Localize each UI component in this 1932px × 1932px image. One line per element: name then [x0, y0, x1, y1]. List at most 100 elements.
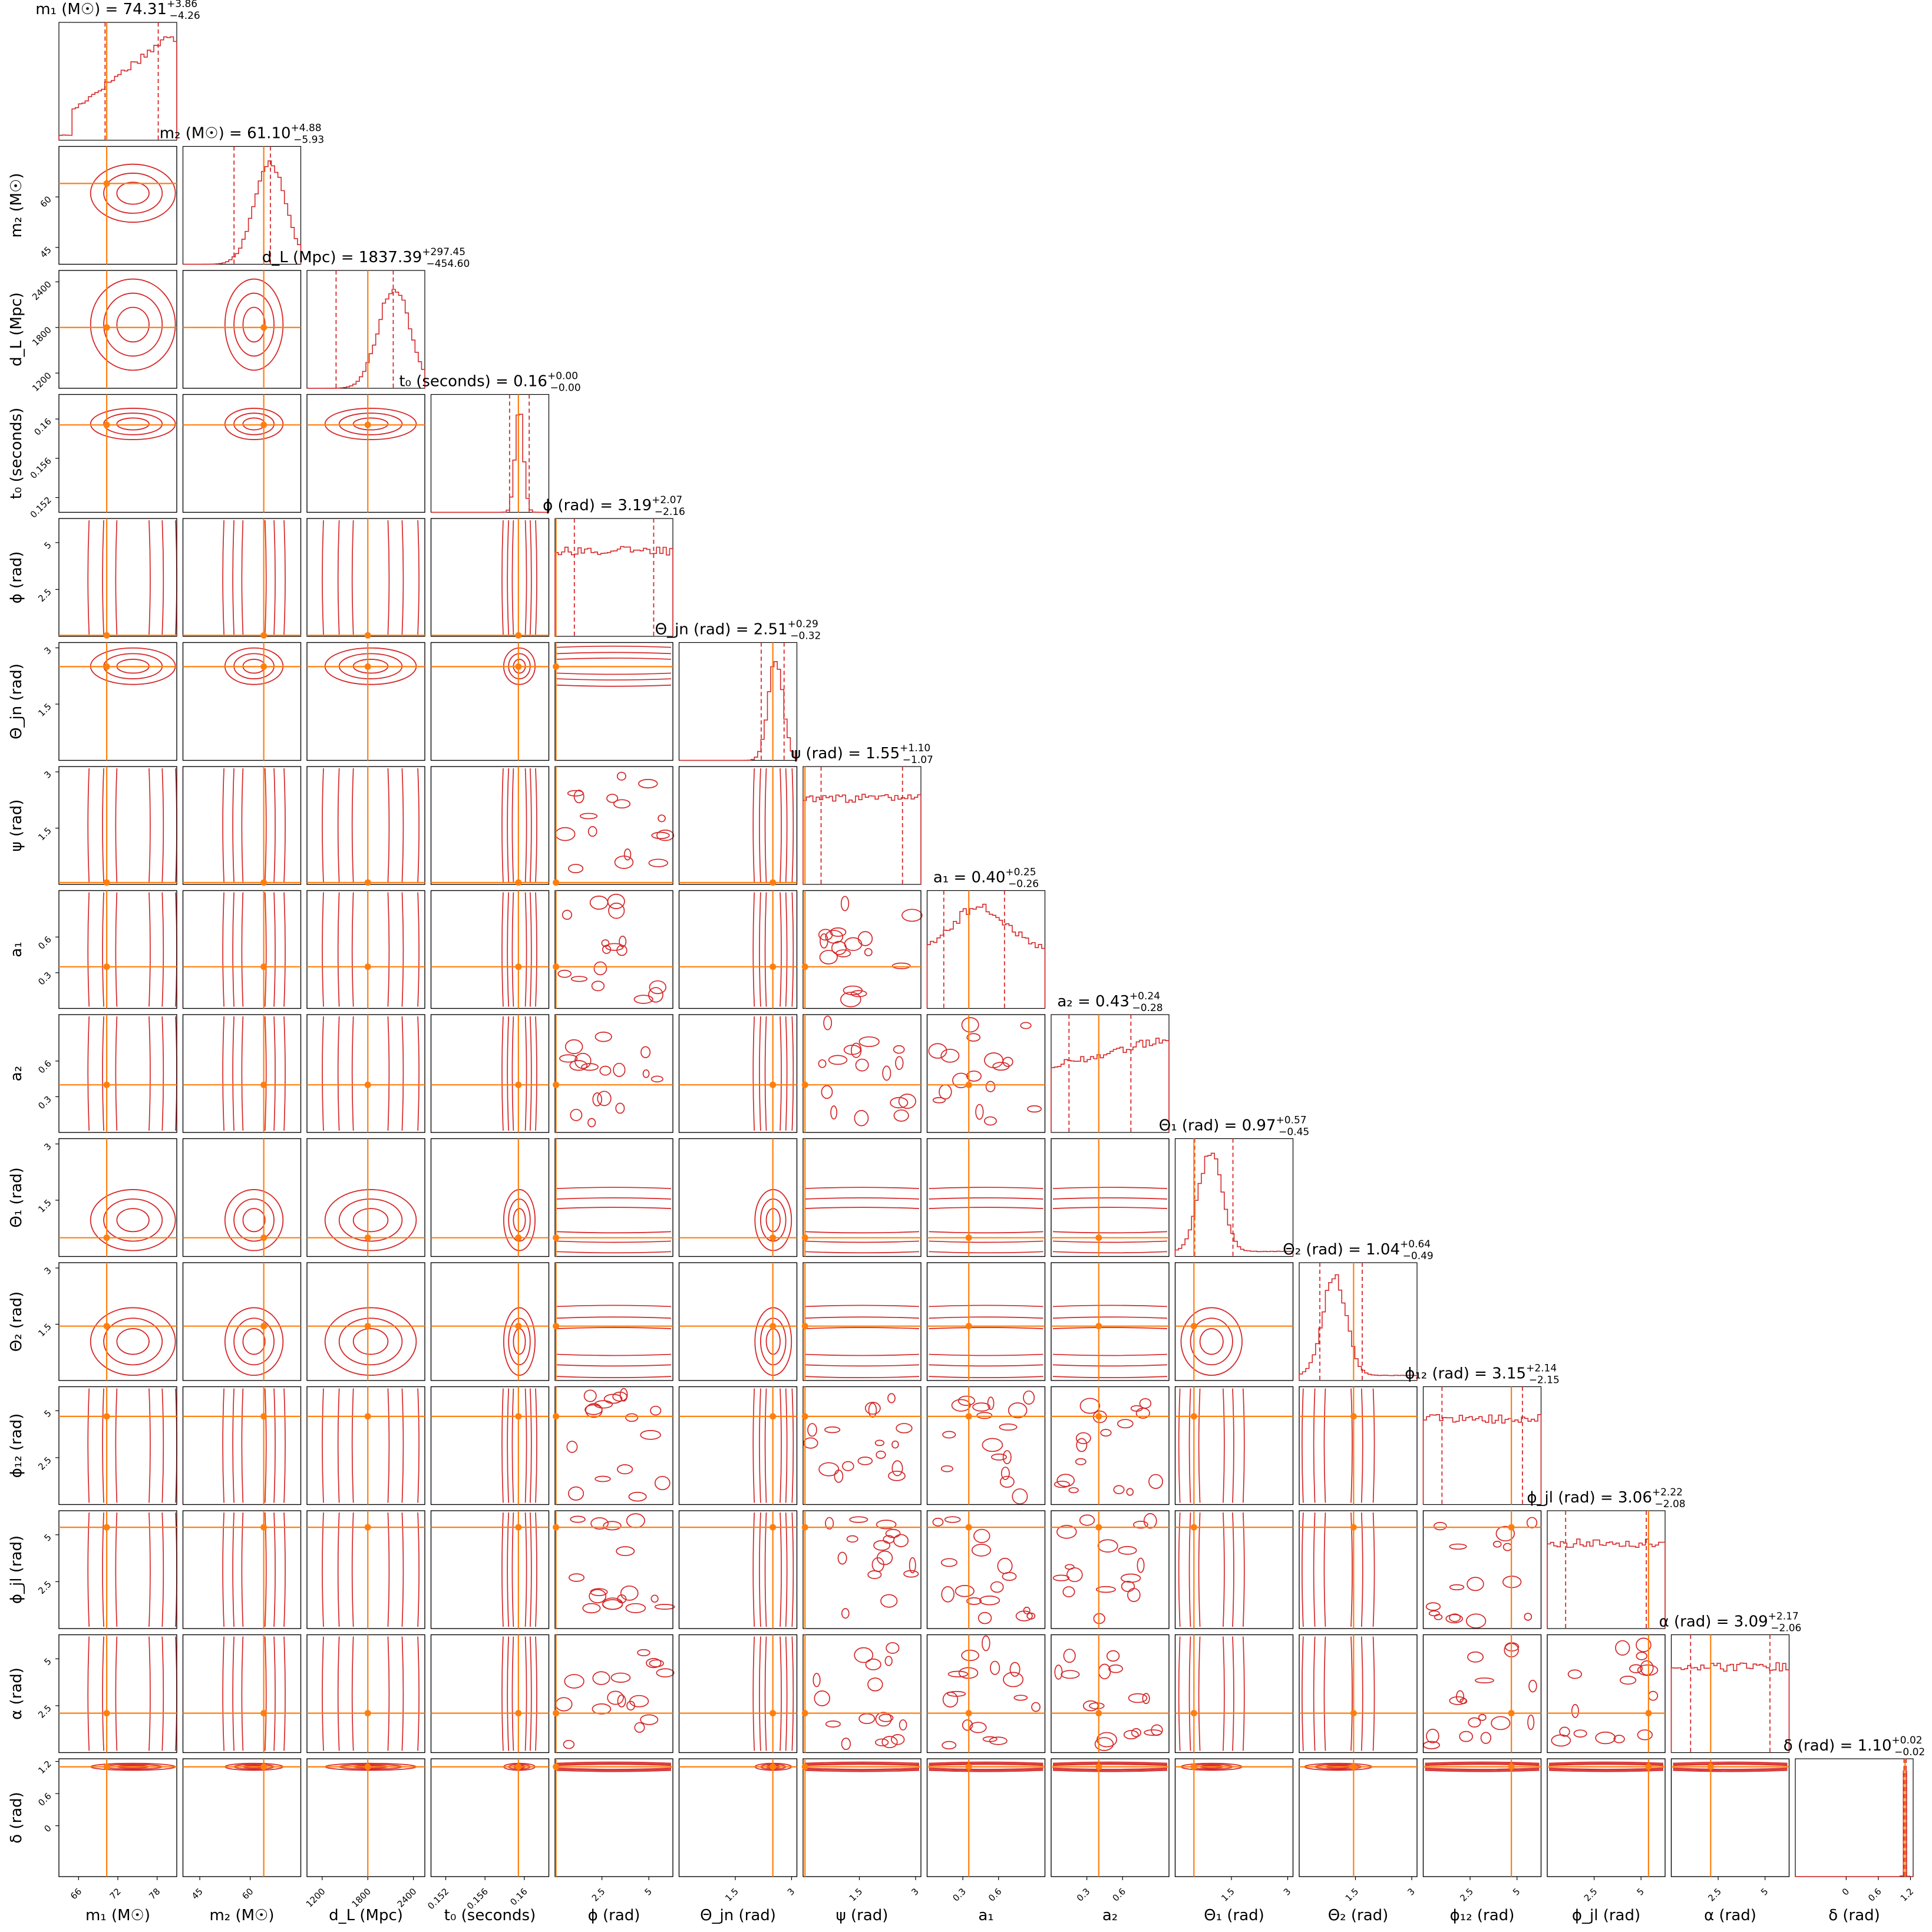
- pair-panel-frame: [1299, 1510, 1418, 1629]
- contour-band: [337, 1016, 404, 1131]
- contour-blob: [1474, 1677, 1494, 1683]
- x-tick-label: 0.16: [508, 1886, 529, 1907]
- contour-blob: [564, 1039, 583, 1054]
- x-axis-label-phijl: ϕ_jl (rad): [1572, 1907, 1640, 1924]
- injection-point: [770, 1234, 777, 1241]
- contour-blob: [990, 1660, 1000, 1675]
- contour-ellipse: [224, 1307, 284, 1376]
- injection-point: [103, 1323, 110, 1330]
- pair-panel-m2-phijl: [182, 1510, 302, 1629]
- pair-panel-border: [1174, 1758, 1294, 1877]
- contour-blob: [979, 1596, 1000, 1606]
- y-axis-label-delta: δ (rad): [8, 1792, 25, 1844]
- pair-panel-border: [1174, 1510, 1294, 1629]
- pair-panel-frame: [1299, 1634, 1418, 1753]
- y-tick-label: 2.5: [36, 1703, 54, 1720]
- pair-panel-frame: [182, 1262, 302, 1381]
- histogram-t0: [431, 414, 549, 513]
- contour-blob: [579, 813, 598, 820]
- pair-panel-t0-theta2: [430, 1262, 550, 1381]
- pair-panel-phijl-delta: [1547, 1758, 1666, 1877]
- contour-band: [507, 1388, 532, 1503]
- pair-panel-border: [926, 1014, 1046, 1133]
- contour-blob: [592, 1092, 602, 1107]
- x-axis-delta: 0 0.6 1.2 δ (rad): [1828, 1877, 1916, 1924]
- injection-point: [364, 1413, 371, 1420]
- contour-band: [556, 1187, 672, 1254]
- contour-blob: [1075, 1458, 1086, 1465]
- pair-panel-theta2-phi12: [1299, 1386, 1418, 1505]
- injection-point: [770, 963, 777, 970]
- contour-band: [337, 768, 404, 883]
- pair-panel-border: [182, 1386, 302, 1505]
- pair-panel-border: [430, 766, 550, 885]
- contour-blob: [646, 1658, 662, 1669]
- contour-band: [1052, 1316, 1168, 1367]
- pair-panel-frame: [1051, 1262, 1170, 1381]
- pair-panel-border: [182, 518, 302, 637]
- pair-panel-border: [430, 518, 550, 637]
- y-tick-label: 5: [42, 540, 53, 551]
- pair-panel-dL-phi12: [306, 1386, 425, 1505]
- contour-ellipse: [103, 1317, 163, 1366]
- injection-point: [965, 1524, 972, 1531]
- injection-point: [1095, 1413, 1102, 1420]
- contour-blob: [654, 1475, 671, 1491]
- error-plus: +0.25: [1005, 867, 1036, 879]
- diag-panel-frame: [1051, 1014, 1170, 1133]
- pair-panel-psi-alpha: [801, 1634, 922, 1753]
- contour-blob: [1142, 1693, 1150, 1705]
- contour-blob: [881, 1736, 898, 1748]
- injection-point: [515, 632, 522, 639]
- contour-band: [222, 520, 286, 635]
- contour-ellipse: [513, 1208, 526, 1233]
- contour-blob: [1120, 1573, 1141, 1583]
- diag-panel-a2: a₂ = 0.43+0.24 −0.28: [1051, 990, 1170, 1133]
- y-tick-label: 1.5: [36, 1322, 54, 1339]
- pair-panel-border: [182, 270, 302, 389]
- y-tick-label: 1.5: [36, 701, 54, 719]
- pair-panel-theta1-alpha: [1174, 1634, 1294, 1753]
- contour-blob: [890, 1734, 905, 1745]
- pair-panel-border: [678, 1386, 798, 1505]
- y-tick-label: 0.152: [28, 495, 54, 520]
- injection-point: [801, 1413, 808, 1420]
- contour-blob: [972, 1402, 990, 1412]
- contour-band: [1052, 1327, 1168, 1356]
- x-axis-label-psi: ψ (rad): [836, 1907, 889, 1924]
- contour-blob: [990, 1453, 1008, 1461]
- pair-panel-psi-phi12: [801, 1386, 922, 1505]
- pair-panel-dL-theta2: [306, 1262, 425, 1381]
- contour-blob: [941, 1586, 955, 1603]
- diag-panel-frame: [1670, 1634, 1790, 1753]
- contour-blob: [846, 1535, 858, 1543]
- pair-panel-frame: [802, 1262, 922, 1381]
- contour-band: [1302, 1512, 1375, 1627]
- contour-blob: [1428, 1610, 1440, 1617]
- error-minus: −2.06: [1771, 1623, 1801, 1634]
- pair-panel-m1-psi: [58, 766, 177, 886]
- contour-blob: [1075, 1432, 1091, 1444]
- contour-blob: [1449, 1613, 1461, 1622]
- pair-panel-frame: [306, 1014, 425, 1133]
- injection-point: [1095, 1234, 1102, 1241]
- contour-ellipse: [338, 412, 403, 435]
- pair-panel-a1-a2: [926, 1014, 1046, 1133]
- contour-blob: [562, 910, 573, 920]
- contour-band: [804, 1304, 920, 1378]
- pair-panel-phi-theta1: [553, 1138, 673, 1257]
- histogram-theta1: [1174, 1152, 1294, 1257]
- diag-title-a2: a₂ = 0.43+0.24 −0.28: [1057, 990, 1162, 1014]
- injection-point: [1508, 1524, 1515, 1531]
- injection-point: [1190, 1413, 1197, 1420]
- contour-blob: [1053, 1481, 1070, 1488]
- pair-panel-a1-theta2: [926, 1262, 1046, 1381]
- y-axis-label-t0: t₀ (seconds): [8, 408, 25, 499]
- error-minus: −454.60: [427, 258, 470, 270]
- pair-panel-phi12-delta: [1422, 1758, 1542, 1877]
- param-title-text: Θ_jn (rad) = 2.51: [655, 621, 788, 639]
- contour-band: [501, 892, 537, 1007]
- pair-panel-phi-alpha: [553, 1634, 675, 1753]
- error-minus: −2.15: [1529, 1375, 1560, 1386]
- injection-point: [515, 879, 522, 886]
